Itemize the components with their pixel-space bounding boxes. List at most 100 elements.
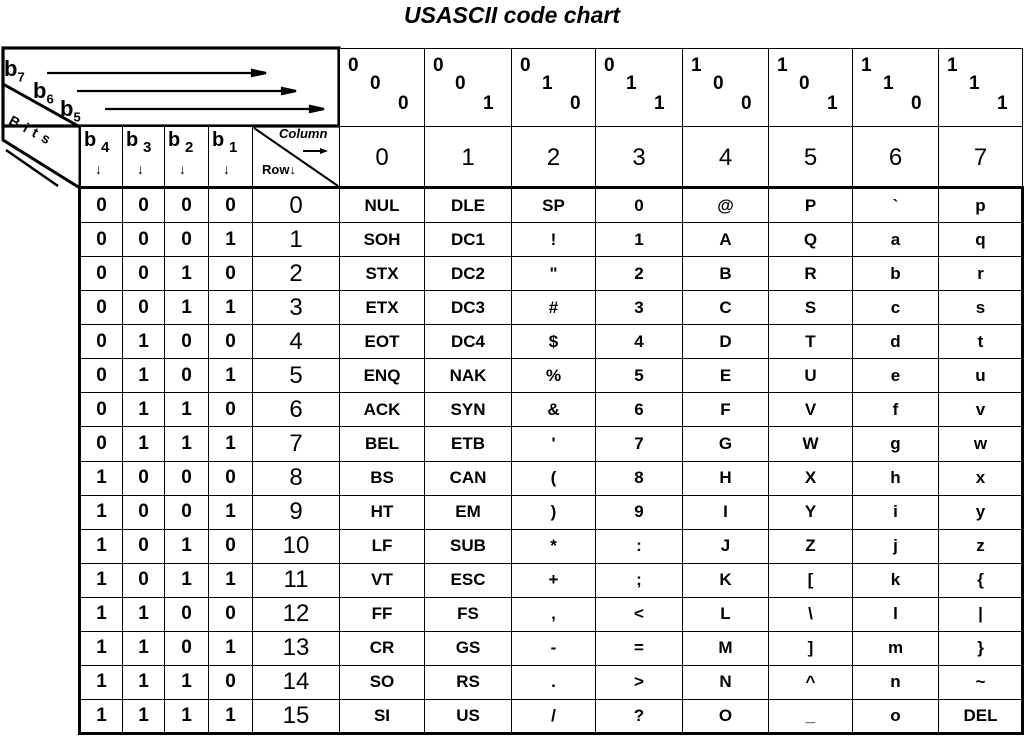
code-cell: GS bbox=[424, 630, 512, 666]
code-cell: SP bbox=[511, 188, 596, 224]
code-cell: ACK bbox=[339, 392, 425, 428]
code-cell: j bbox=[852, 528, 939, 564]
code-cell: Q bbox=[768, 222, 853, 258]
column-bit-b7: 1 bbox=[691, 55, 702, 76]
bit-header-label: b bbox=[168, 129, 181, 151]
code-cell: > bbox=[595, 664, 683, 700]
code-cell: t bbox=[938, 324, 1023, 360]
row-bit-b1: 1 bbox=[208, 630, 253, 666]
row-bit-b3: 1 bbox=[122, 664, 165, 700]
code-cell: BEL bbox=[339, 426, 425, 462]
code-cell: . bbox=[511, 664, 596, 700]
code-cell: HT bbox=[339, 494, 425, 530]
code-cell: ! bbox=[511, 222, 596, 258]
code-cell: SI bbox=[339, 698, 425, 734]
row-bit-b3: 0 bbox=[122, 494, 165, 530]
code-cell: | bbox=[938, 596, 1023, 632]
code-cell: EOT bbox=[339, 324, 425, 360]
row-bit-b1: 1 bbox=[208, 494, 253, 530]
row-bit-b3: 1 bbox=[122, 358, 165, 394]
row-number: 4 bbox=[252, 324, 340, 360]
row-bit-b2: 1 bbox=[164, 664, 209, 700]
code-cell: d bbox=[852, 324, 939, 360]
code-cell: l bbox=[852, 596, 939, 632]
row-bit-b3: 0 bbox=[122, 460, 165, 496]
row-bit-b4: 0 bbox=[80, 188, 123, 224]
row-bit-b2: 0 bbox=[164, 630, 209, 666]
row-bit-b3: 0 bbox=[122, 222, 165, 258]
column-bit-b7: 0 bbox=[433, 55, 444, 76]
column-number: 0 bbox=[339, 126, 425, 189]
column-bit-b7: 0 bbox=[520, 55, 531, 76]
code-cell: SYN bbox=[424, 392, 512, 428]
row-bit-b1: 0 bbox=[208, 392, 253, 428]
column-bit-b6: 1 bbox=[883, 73, 894, 94]
code-cell: e bbox=[852, 358, 939, 394]
column-number: 4 bbox=[682, 126, 769, 189]
column-label: Column bbox=[279, 126, 328, 141]
code-cell: DC4 bbox=[424, 324, 512, 360]
row-bit-b1: 1 bbox=[208, 698, 253, 734]
code-cell: F bbox=[682, 392, 769, 428]
code-cell: STX bbox=[339, 256, 425, 292]
row-number: 10 bbox=[252, 528, 340, 564]
row-number: 5 bbox=[252, 358, 340, 394]
code-cell: - bbox=[511, 630, 596, 666]
code-cell: ` bbox=[852, 188, 939, 224]
code-cell: DC2 bbox=[424, 256, 512, 292]
code-cell: ' bbox=[511, 426, 596, 462]
code-cell: i bbox=[852, 494, 939, 530]
row-bit-b4: 1 bbox=[80, 562, 123, 598]
code-cell: 8 bbox=[595, 460, 683, 496]
code-cell: E bbox=[682, 358, 769, 394]
row-bit-b3: 1 bbox=[122, 596, 165, 632]
column-bit-b7: 1 bbox=[947, 55, 958, 76]
row-bit-b4: 1 bbox=[80, 596, 123, 632]
bit-header-sub: 2 bbox=[185, 139, 194, 156]
code-cell: ETX bbox=[339, 290, 425, 326]
code-cell: < bbox=[595, 596, 683, 632]
row-bit-b4: 1 bbox=[80, 698, 123, 734]
row-bit-b4: 1 bbox=[80, 494, 123, 530]
column-bit-b5: 0 bbox=[570, 93, 581, 114]
row-bit-b4: 0 bbox=[80, 290, 123, 326]
row-bit-b3: 1 bbox=[122, 426, 165, 462]
code-cell: * bbox=[511, 528, 596, 564]
code-cell: x bbox=[938, 460, 1023, 496]
b5-label: b5 bbox=[60, 96, 81, 125]
code-cell: DLE bbox=[424, 188, 512, 224]
bit-header-sub: 3 bbox=[143, 139, 152, 156]
row-bit-b1: 1 bbox=[208, 358, 253, 394]
code-cell: h bbox=[852, 460, 939, 496]
chart-title: USASCII code chart bbox=[404, 2, 620, 28]
code-cell: DC1 bbox=[424, 222, 512, 258]
column-number: 2 bbox=[511, 126, 596, 189]
down-arrow-icon: ↓ bbox=[137, 161, 144, 177]
code-cell: LF bbox=[339, 528, 425, 564]
code-cell: O bbox=[682, 698, 769, 734]
row-bit-b1: 0 bbox=[208, 256, 253, 292]
row-bit-b4: 0 bbox=[80, 392, 123, 428]
row-number: 9 bbox=[252, 494, 340, 530]
row-bit-b3: 0 bbox=[122, 188, 165, 224]
down-arrow-icon: ↓ bbox=[223, 161, 230, 177]
code-cell: ) bbox=[511, 494, 596, 530]
code-cell: ESC bbox=[424, 562, 512, 598]
bit-arrows bbox=[47, 68, 325, 114]
row-bit-b4: 0 bbox=[80, 256, 123, 292]
code-cell: SO bbox=[339, 664, 425, 700]
column-number: 5 bbox=[768, 126, 853, 189]
row-bit-b2: 1 bbox=[164, 290, 209, 326]
row-bit-b4: 0 bbox=[80, 358, 123, 394]
code-cell: CR bbox=[339, 630, 425, 666]
row-bit-b2: 1 bbox=[164, 698, 209, 734]
row-number: 0 bbox=[252, 188, 340, 224]
row-bit-b2: 0 bbox=[164, 358, 209, 394]
column-number: 6 bbox=[852, 126, 939, 189]
code-cell: CAN bbox=[424, 460, 512, 496]
row-bit-b2: 0 bbox=[164, 460, 209, 496]
code-cell: 3 bbox=[595, 290, 683, 326]
